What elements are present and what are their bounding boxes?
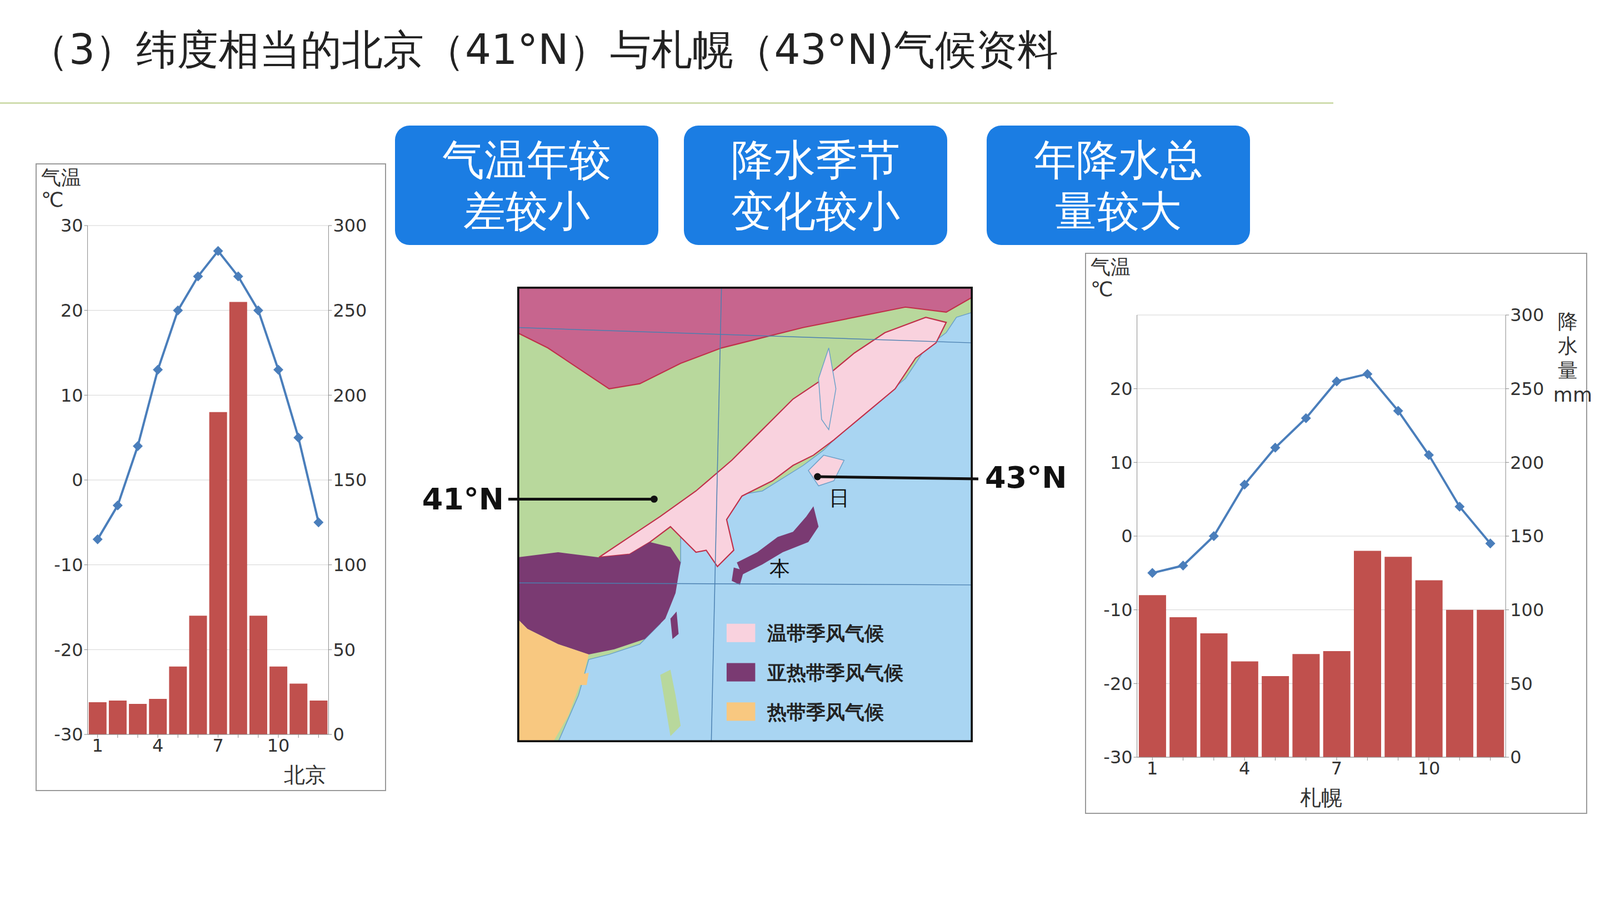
html-text:（3）纬度相当的北京（41°N）与札幌（43°N)气候资料: （3）纬度相当的北京（41°N）与札幌（43°N)气候资料: [27, 25, 1059, 74]
svg-text:20: 20: [1110, 378, 1133, 400]
svg-text:1: 1: [1146, 757, 1158, 779]
svg-text:-30: -30: [1103, 746, 1133, 768]
svg-text:0: 0: [332, 723, 344, 745]
svg-text:300: 300: [1510, 304, 1544, 326]
svg-text:亚热带季风气候: 亚热带季风气候: [766, 661, 904, 684]
html-text:量: 量: [1558, 358, 1578, 382]
html-text:降: 降: [1558, 310, 1578, 333]
html-text:年降水总: 年降水总: [1033, 134, 1203, 185]
svg-text:-30: -30: [53, 723, 83, 745]
html-text:降水季节: 降水季节: [731, 134, 900, 185]
svg-text:30: 30: [60, 215, 84, 237]
html-text:变化较小: 变化较小: [731, 185, 900, 236]
svg-text:0: 0: [1121, 525, 1133, 547]
svg-text:4: 4: [152, 735, 164, 757]
svg-text:100: 100: [1510, 599, 1544, 621]
svg-text:-10: -10: [53, 554, 83, 576]
html-text:量较大: 量较大: [1055, 185, 1182, 236]
html-text:水: 水: [1558, 334, 1578, 358]
svg-text:0: 0: [71, 469, 83, 491]
svg-text:20: 20: [60, 300, 84, 322]
svg-text:150: 150: [1510, 525, 1544, 547]
svg-text:北京: 北京: [283, 762, 327, 788]
svg-text:札幌: 札幌: [1300, 785, 1343, 810]
html-text:气温: 气温: [41, 166, 82, 189]
svg-text:热带季风气候: 热带季风气候: [766, 701, 885, 724]
svg-text:10: 10: [60, 385, 84, 407]
svg-text:-20: -20: [53, 639, 83, 661]
svg-text:7: 7: [212, 735, 224, 757]
svg-text:本: 本: [769, 556, 790, 581]
svg-text:日: 日: [828, 486, 850, 510]
svg-text:43°N: 43°N: [985, 460, 1067, 495]
svg-text:温带季风气候: 温带季风气候: [766, 622, 885, 645]
html-text:气温年较: 气温年较: [442, 134, 612, 185]
svg-text:10: 10: [1417, 757, 1441, 779]
svg-text:41°N: 41°N: [422, 481, 504, 517]
svg-text:250: 250: [1510, 378, 1544, 400]
svg-text:100: 100: [332, 554, 367, 576]
svg-text:10: 10: [1110, 452, 1133, 474]
html-text:差较小: 差较小: [463, 185, 590, 236]
svg-text:0: 0: [1510, 746, 1522, 768]
svg-text:7: 7: [1331, 757, 1343, 779]
svg-text:200: 200: [332, 385, 367, 407]
html-text:气温: 气温: [1090, 255, 1131, 279]
html-text:mm: mm: [1553, 383, 1593, 407]
svg-text:200: 200: [1510, 452, 1544, 474]
svg-text:10: 10: [267, 735, 290, 757]
svg-text:300: 300: [332, 215, 367, 237]
svg-text:-20: -20: [1103, 673, 1133, 695]
svg-text:1: 1: [91, 735, 103, 757]
svg-text:250: 250: [332, 300, 367, 322]
svg-text:50: 50: [332, 639, 356, 661]
svg-text:4: 4: [1238, 757, 1250, 779]
svg-text:-10: -10: [1103, 599, 1133, 621]
svg-text:50: 50: [1510, 673, 1533, 695]
svg-text:150: 150: [332, 469, 367, 491]
